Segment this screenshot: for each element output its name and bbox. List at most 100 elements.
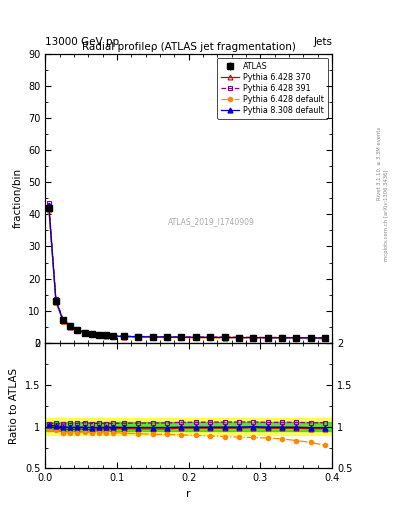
- Pythia 6.428 391: [222, 334, 227, 340]
- Pythia 8.308 default: [68, 323, 73, 329]
- Pythia 8.308 default: [75, 327, 80, 333]
- Line: Pythia 6.428 391: Pythia 6.428 391: [46, 201, 327, 340]
- Pythia 6.428 391: [279, 334, 284, 340]
- Bar: [45, 418, 332, 435]
- Pythia 6.428 370: [136, 334, 141, 340]
- Pythia 8.308 default: [111, 333, 116, 339]
- Pythia 6.428 391: [308, 334, 313, 340]
- Pythia 6.428 370: [193, 334, 198, 340]
- Pythia 8.308 default: [165, 334, 169, 340]
- Bar: [45, 422, 332, 431]
- Pythia 6.428 default: [53, 300, 58, 306]
- Pythia 6.428 default: [208, 335, 213, 341]
- Pythia 6.428 391: [75, 327, 80, 333]
- Pythia 6.428 370: [90, 331, 94, 337]
- Pythia 6.428 391: [165, 334, 169, 340]
- Pythia 6.428 370: [151, 334, 155, 340]
- Line: Pythia 6.428 370: Pythia 6.428 370: [46, 204, 327, 340]
- Pythia 8.308 default: [82, 330, 87, 336]
- Pythia 6.428 default: [237, 335, 241, 342]
- Pythia 8.308 default: [208, 334, 213, 340]
- Pythia 6.428 391: [136, 333, 141, 339]
- Pythia 6.428 370: [251, 335, 255, 341]
- Text: Jets: Jets: [313, 37, 332, 47]
- Pythia 6.428 default: [265, 335, 270, 342]
- Pythia 6.428 391: [237, 334, 241, 340]
- Pythia 6.428 391: [82, 329, 87, 335]
- Line: Pythia 6.428 default: Pythia 6.428 default: [47, 209, 327, 341]
- Pythia 6.428 391: [265, 334, 270, 340]
- Pythia 6.428 default: [308, 336, 313, 342]
- Legend: ATLAS, Pythia 6.428 370, Pythia 6.428 391, Pythia 6.428 default, Pythia 8.308 de: ATLAS, Pythia 6.428 370, Pythia 6.428 39…: [217, 58, 328, 119]
- Pythia 8.308 default: [136, 334, 141, 340]
- Pythia 8.308 default: [90, 331, 94, 337]
- Pythia 8.308 default: [104, 332, 108, 338]
- Pythia 6.428 370: [265, 335, 270, 341]
- Pythia 6.428 370: [82, 330, 87, 336]
- Pythia 6.428 370: [68, 324, 73, 330]
- Pythia 6.428 default: [122, 334, 127, 340]
- Pythia 6.428 391: [179, 334, 184, 340]
- Pythia 6.428 370: [46, 203, 51, 209]
- Pythia 6.428 370: [53, 298, 58, 305]
- Pythia 8.308 default: [265, 335, 270, 341]
- Pythia 6.428 default: [251, 335, 255, 342]
- Pythia 6.428 default: [82, 330, 87, 336]
- Pythia 6.428 370: [308, 335, 313, 341]
- Text: mcplots.cern.ch [arXiv:1306.3436]: mcplots.cern.ch [arXiv:1306.3436]: [384, 169, 389, 261]
- Pythia 8.308 default: [222, 334, 227, 340]
- Pythia 6.428 default: [97, 332, 101, 338]
- Pythia 6.428 default: [151, 334, 155, 340]
- Pythia 6.428 391: [151, 333, 155, 339]
- Pythia 6.428 default: [104, 333, 108, 339]
- Pythia 8.308 default: [46, 202, 51, 208]
- Pythia 6.428 default: [68, 324, 73, 330]
- Pythia 6.428 370: [75, 327, 80, 333]
- Pythia 8.308 default: [294, 335, 299, 341]
- Title: Radial profileρ (ATLAS jet fragmentation): Radial profileρ (ATLAS jet fragmentation…: [82, 41, 296, 52]
- Pythia 6.428 391: [68, 323, 73, 329]
- Pythia 6.428 default: [323, 336, 327, 342]
- Pythia 6.428 391: [251, 334, 255, 340]
- Pythia 6.428 391: [122, 333, 127, 339]
- Pythia 8.308 default: [237, 334, 241, 340]
- Pythia 6.428 default: [179, 335, 184, 341]
- Text: ATLAS_2019_I1740909: ATLAS_2019_I1740909: [168, 217, 255, 226]
- Pythia 8.308 default: [308, 335, 313, 341]
- Pythia 6.428 391: [90, 330, 94, 336]
- Pythia 6.428 default: [136, 334, 141, 340]
- Pythia 6.428 391: [294, 334, 299, 340]
- Pythia 6.428 default: [75, 328, 80, 334]
- Pythia 6.428 370: [165, 334, 169, 340]
- Pythia 8.308 default: [279, 335, 284, 341]
- Pythia 8.308 default: [179, 334, 184, 340]
- Pythia 6.428 default: [46, 208, 51, 214]
- Pythia 6.428 391: [46, 200, 51, 206]
- Pythia 8.308 default: [251, 334, 255, 340]
- Pythia 8.308 default: [151, 334, 155, 340]
- Pythia 6.428 391: [208, 334, 213, 340]
- Pythia 6.428 370: [208, 334, 213, 340]
- Pythia 6.428 default: [222, 335, 227, 341]
- Pythia 6.428 391: [104, 332, 108, 338]
- Y-axis label: fraction/bin: fraction/bin: [13, 168, 22, 228]
- Pythia 8.308 default: [53, 297, 58, 304]
- Pythia 6.428 370: [323, 335, 327, 341]
- X-axis label: r: r: [186, 489, 191, 499]
- Pythia 6.428 default: [165, 334, 169, 340]
- Text: 13000 GeV pp: 13000 GeV pp: [45, 37, 119, 47]
- Pythia 6.428 391: [53, 296, 58, 303]
- Pythia 6.428 391: [61, 316, 66, 323]
- Y-axis label: Ratio to ATLAS: Ratio to ATLAS: [9, 368, 19, 444]
- Pythia 8.308 default: [97, 332, 101, 338]
- Pythia 6.428 391: [111, 333, 116, 339]
- Pythia 6.428 391: [97, 331, 101, 337]
- Pythia 6.428 default: [90, 331, 94, 337]
- Pythia 6.428 370: [237, 334, 241, 340]
- Pythia 8.308 default: [61, 317, 66, 324]
- Pythia 6.428 370: [279, 335, 284, 341]
- Pythia 6.428 370: [294, 335, 299, 341]
- Pythia 6.428 391: [323, 335, 327, 341]
- Pythia 8.308 default: [122, 333, 127, 339]
- Pythia 8.308 default: [193, 334, 198, 340]
